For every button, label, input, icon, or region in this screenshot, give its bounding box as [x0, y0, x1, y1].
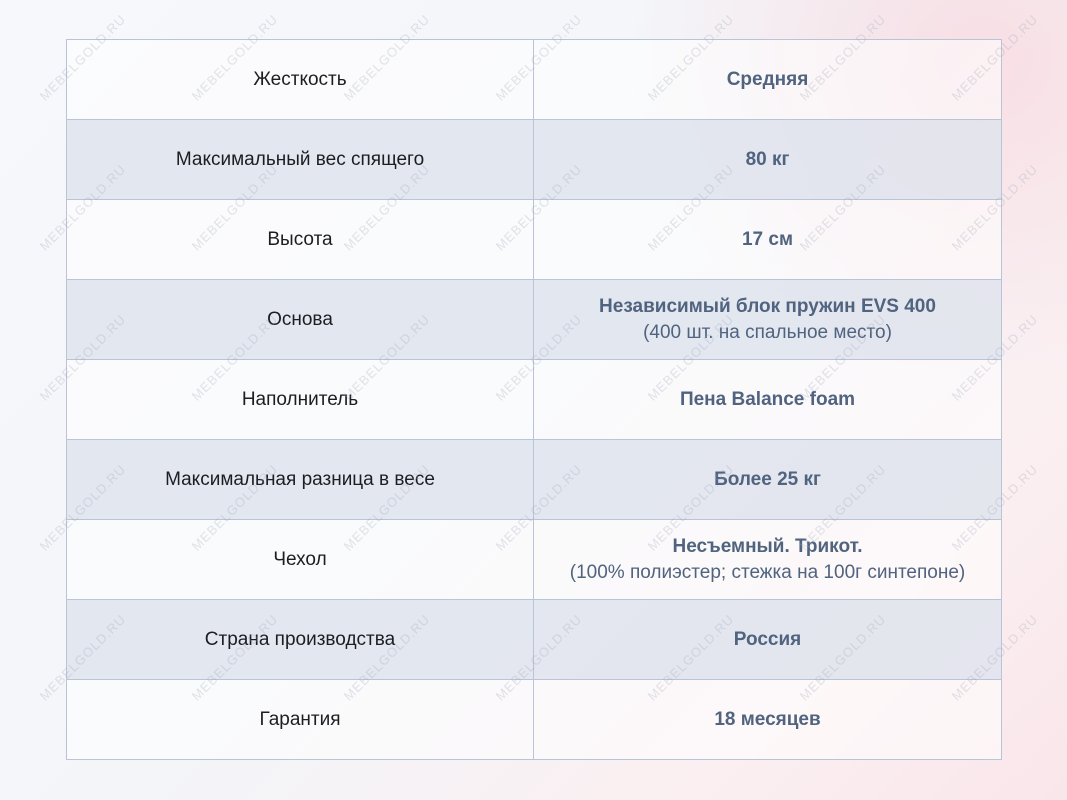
spec-row: Чехол Несъемный. Трикот. (100% полиэстер;… [66, 519, 1002, 600]
spec-row: Жесткость Средняя [66, 39, 1002, 120]
spec-label: Чехол [66, 519, 534, 600]
spec-value-note: (400 шт. на спальное место) [643, 321, 892, 343]
spec-value: Россия [733, 628, 802, 650]
spec-value-cell: Пена Balance foam [533, 359, 1002, 440]
spec-value: Более 25 кг [714, 468, 821, 490]
spec-row: Максимальный вес спящего 80 кг [66, 119, 1002, 200]
spec-value: Пена Balance foam [679, 388, 856, 410]
spec-value: 18 месяцев [714, 708, 821, 730]
spec-value-cell: 80 кг [533, 119, 1002, 200]
spec-label: Страна производства [66, 599, 534, 680]
spec-value: Независимый блок пружин EVS 400 [599, 295, 936, 317]
spec-value-cell: Россия [533, 599, 1002, 680]
spec-value-cell: Несъемный. Трикот. (100% полиэстер; стежк… [533, 519, 1002, 600]
spec-value: Средняя [726, 68, 809, 90]
spec-value-note: (100% полиэстер; стежка на 100г синтепон… [569, 561, 966, 583]
spec-row: Наполнитель Пена Balance foam [66, 359, 1002, 440]
spec-row: Основа Независимый блок пружин EVS 400 (4… [66, 279, 1002, 360]
spec-label: Максимальная разница в весе [66, 439, 534, 520]
spec-label: Основа [66, 279, 534, 360]
spec-label: Наполнитель [66, 359, 534, 440]
spec-row: Страна производства Россия [66, 599, 1002, 680]
spec-value: 80 кг [745, 148, 790, 170]
spec-row: Высота 17 см [66, 199, 1002, 280]
spec-value-cell: 17 см [533, 199, 1002, 280]
spec-label: Высота [66, 199, 534, 280]
spec-value-cell: Независимый блок пружин EVS 400 (400 шт. … [533, 279, 1002, 360]
spec-row: Гарантия 18 месяцев [66, 679, 1002, 760]
spec-value: Несъемный. Трикот. [672, 535, 863, 557]
spec-table: Жесткость Средняя Максимальный вес спящег… [66, 39, 1002, 760]
spec-value-cell: Более 25 кг [533, 439, 1002, 520]
spec-value: 17 см [741, 228, 794, 250]
spec-label: Максимальный вес спящего [66, 119, 534, 200]
spec-label: Гарантия [66, 679, 534, 760]
spec-value-cell: 18 месяцев [533, 679, 1002, 760]
spec-value-cell: Средняя [533, 39, 1002, 120]
spec-label: Жесткость [66, 39, 534, 120]
spec-row: Максимальная разница в весе Более 25 кг [66, 439, 1002, 520]
